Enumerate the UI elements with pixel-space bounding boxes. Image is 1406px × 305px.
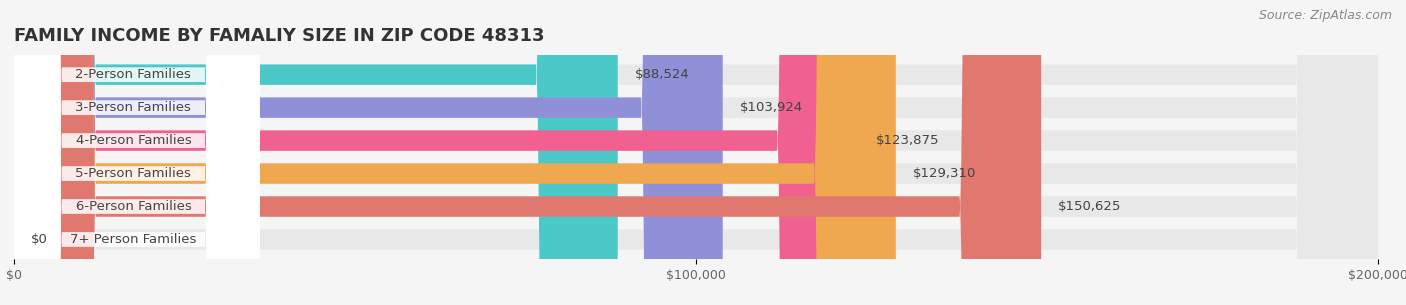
FancyBboxPatch shape bbox=[7, 0, 260, 305]
FancyBboxPatch shape bbox=[14, 0, 1378, 305]
FancyBboxPatch shape bbox=[7, 0, 260, 305]
FancyBboxPatch shape bbox=[14, 0, 1378, 305]
FancyBboxPatch shape bbox=[7, 0, 260, 305]
FancyBboxPatch shape bbox=[14, 0, 1378, 305]
Text: $150,625: $150,625 bbox=[1059, 200, 1122, 213]
FancyBboxPatch shape bbox=[14, 0, 1042, 305]
FancyBboxPatch shape bbox=[14, 0, 896, 305]
Text: 5-Person Families: 5-Person Families bbox=[76, 167, 191, 180]
Text: 3-Person Families: 3-Person Families bbox=[76, 101, 191, 114]
Text: Source: ZipAtlas.com: Source: ZipAtlas.com bbox=[1258, 9, 1392, 22]
Text: $88,524: $88,524 bbox=[634, 68, 689, 81]
FancyBboxPatch shape bbox=[14, 0, 859, 305]
Text: 7+ Person Families: 7+ Person Families bbox=[70, 233, 197, 246]
Text: $123,875: $123,875 bbox=[876, 134, 939, 147]
Text: 4-Person Families: 4-Person Families bbox=[76, 134, 191, 147]
FancyBboxPatch shape bbox=[14, 0, 617, 305]
FancyBboxPatch shape bbox=[14, 0, 1378, 305]
Text: 6-Person Families: 6-Person Families bbox=[76, 200, 191, 213]
Text: FAMILY INCOME BY FAMALIY SIZE IN ZIP CODE 48313: FAMILY INCOME BY FAMALIY SIZE IN ZIP COD… bbox=[14, 27, 544, 45]
FancyBboxPatch shape bbox=[14, 0, 723, 305]
FancyBboxPatch shape bbox=[14, 0, 1378, 305]
FancyBboxPatch shape bbox=[7, 0, 260, 305]
Text: $103,924: $103,924 bbox=[740, 101, 803, 114]
FancyBboxPatch shape bbox=[7, 0, 260, 305]
Text: $129,310: $129,310 bbox=[912, 167, 976, 180]
FancyBboxPatch shape bbox=[14, 0, 1378, 305]
FancyBboxPatch shape bbox=[7, 0, 260, 305]
Text: $0: $0 bbox=[31, 233, 48, 246]
Text: 2-Person Families: 2-Person Families bbox=[76, 68, 191, 81]
